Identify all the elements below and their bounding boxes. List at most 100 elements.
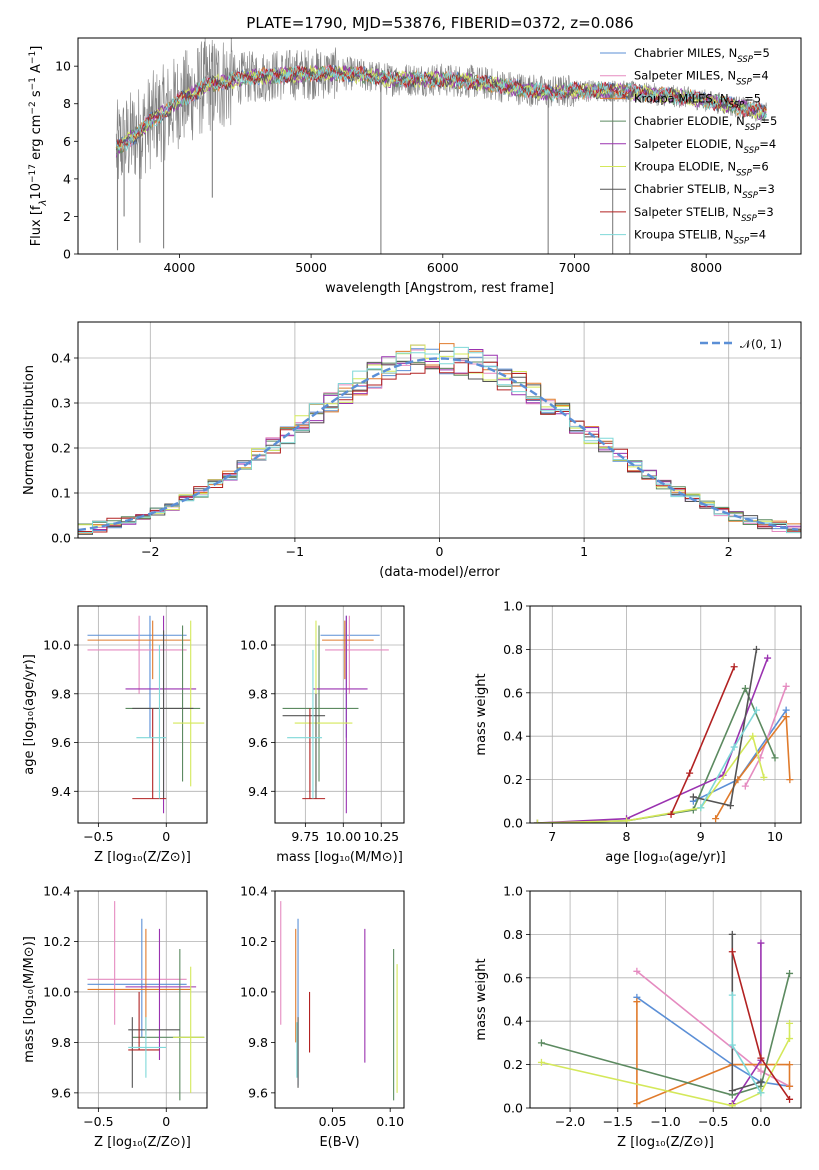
y-tick-label: 1.0 [503,599,523,614]
y-tick-label: 0.2 [51,441,71,456]
data-point [728,930,736,938]
y-tick-label: 9.4 [248,784,268,799]
series-kroupa-stelib [697,706,760,812]
axes-frame [77,890,208,1109]
x-axis-label: Z [log₁₀(Z/Z⊙)] [94,1135,191,1150]
y-axis-label-part: Flux [f [29,205,44,246]
legend-label-chabrier-elodie: Chabrier ELODIE, NSSP=5 [634,114,777,133]
series-kroupa-stelib [728,991,765,1097]
legend-label-chabrier-stelib: Chabrier STELIB, NSSP=3 [634,182,775,201]
x-tick-label: 1 [580,544,588,559]
y-tick-label: 6 [63,134,71,149]
plot-area-spectrum [115,38,767,254]
axes-frame [77,605,208,824]
plot-area-age-vs-mass [275,606,404,823]
legend-label-salpeter-miles: Salpeter MILES, NSSP=4 [634,69,769,88]
axes-age-vs-Z: −0.5 0 9.4 9.6 9.8 10.0 Z [log₁₀(Z/Z⊙)] age [lo… [22,605,208,865]
series-line [541,973,791,1096]
series-kroupa-miles [712,713,794,823]
histogram-kroupa-stelib [78,346,801,534]
axes-age-vs-mass: 9.75 10.00 10.25 9.4 9.6 9.8 10.0 mass [log₁₀(M… [240,605,405,865]
data-point [697,804,705,812]
x-tick-label: 0.0 [751,1114,771,1129]
plot-area-weight-vs-age [530,606,801,823]
plot-area-mass-vs-Z [78,891,207,1108]
series-salpeter-elodie [533,654,772,823]
y-axis-label-part: 10 [29,183,44,200]
data-point [633,967,641,975]
y-tick-label: 10.2 [240,934,268,949]
y-tick-label: 0.4 [51,351,71,366]
axes-mass-vs-Z: −0.5 0 9.6 9.8 10.0 10.2 10.4 Z [log₁₀(Z/Z⊙)] ma… [22,884,208,1150]
errorbar-kroupa-stelib [128,1017,167,1078]
data-point [633,998,641,1006]
x-tick-label: 9 [697,829,705,844]
series-line [537,657,769,823]
x-tick-label: 0.10 [376,1114,404,1129]
series-line [714,714,791,820]
errorbar-kroupa-miles [87,620,191,680]
y-axis-label-part: erg cm [29,115,44,164]
axes-frame [77,321,802,539]
data-point [533,819,541,823]
x-tick-label: −0.5 [698,1114,728,1129]
data-point [749,732,757,740]
y-tick-label: 10.4 [43,884,71,899]
y-axis-label: Normed distribution [22,365,37,495]
x-tick-label: 0 [436,544,444,559]
y-tick-label: 0.6 [503,970,523,985]
data-point [786,776,794,784]
x-tick-label: −0.5 [83,829,113,844]
y-axis-label-part: s [29,90,44,101]
x-tick-label: −1 [286,544,304,559]
x-tick-label: 9.75 [291,829,319,844]
axes-frame [274,890,405,1109]
legend-label-chabrier-miles: Chabrier MILES, NSSP=5 [634,46,770,65]
axes-frame [529,890,802,1109]
data-point [537,1039,545,1047]
plot-area-age-vs-Z [78,606,207,823]
model-kroupa-stelib [115,65,767,152]
y-tick-label: 0.6 [503,685,523,700]
errorbar-salpeter-miles [87,901,187,1025]
x-tick-label: 7000 [559,260,591,275]
y-axis-label: mass weight [474,958,489,1040]
y-tick-label: 10.0 [43,638,71,653]
model-salpeter-elodie [115,64,767,158]
y-tick-label: 0.4 [503,729,523,744]
y-tick-label: 10.2 [43,934,71,949]
y-tick-label: 9.8 [51,686,71,701]
y-tick-label: 0.4 [503,1014,523,1029]
data-point [686,769,694,777]
x-tick-label: −2.0 [555,1114,585,1129]
data-point [782,706,790,714]
data-point [633,1100,641,1108]
y-tick-label: 9.6 [51,735,71,750]
x-tick-label: −0.5 [83,1114,113,1129]
y-axis-label-part: ] [29,46,44,51]
data-point [757,1067,765,1075]
axes-mass-vs-EBV: 0.05 0.10 9.6 9.8 10.0 10.2 10.4 E(B-V) [240,884,405,1150]
data-point [730,663,738,671]
x-tick-label: 0 [162,1114,170,1129]
axes-weight-vs-age: 7 8 9 10 0.0 0.2 0.4 0.6 0.8 1.0 age [log₁₀(age/yr… [474,599,802,865]
y-axis-label: Flux [fλ10−17 erg cm−2 s−1 A−1] [28,46,49,247]
data-point [730,743,738,751]
data-point [537,1058,545,1066]
data-point [712,815,720,823]
y-tick-label: 0 [63,247,71,262]
data-point [623,817,631,823]
x-tick-label: 8000 [690,260,722,275]
y-tick-label: 10.0 [240,638,268,653]
x-tick-label: −1.5 [603,1114,633,1129]
series-line [670,666,735,815]
x-tick-label: −2 [141,544,159,559]
y-axis-label: mass [log₁₀(M/M⊙)] [22,936,37,1063]
histogram-salpeter-stelib [78,361,801,533]
y-axis-label: age [log₁₀(age/yr)] [22,654,37,775]
data-point [757,1078,765,1086]
series-salpeter-stelib [728,948,794,1103]
data-point [760,773,768,781]
errorbar-kroupa-elodie [173,620,205,787]
y-tick-label: 2 [63,209,71,224]
